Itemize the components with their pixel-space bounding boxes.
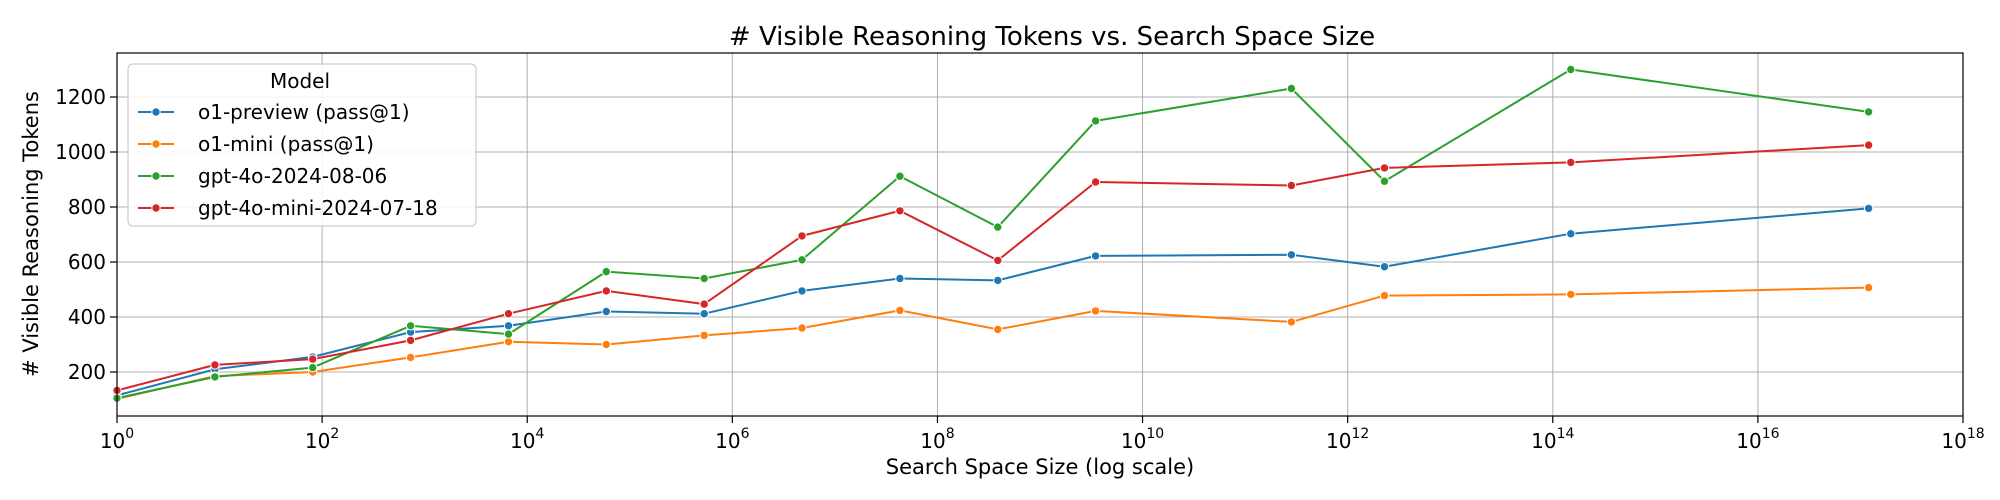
x-tick-label: 106 [715,426,749,453]
series-2 [112,282,1874,404]
legend-label: gpt-4o-2024-08-06 [198,164,387,188]
data-point [1379,290,1390,301]
y-tick-label: 600 [68,250,106,274]
data-point [405,352,416,363]
data-point [1090,177,1101,187]
data-point [1090,306,1101,316]
data-point [503,321,514,331]
data-point [993,275,1003,286]
x-tick-label: 1010 [1121,426,1164,453]
data-point [797,286,807,296]
legend-label: o1-preview (pass@1) [198,100,410,124]
x-tick-label: 1016 [1736,426,1779,453]
data-point [1286,317,1297,327]
legend-marker [151,139,161,149]
x-tick-label: 108 [920,426,954,453]
data-point [797,255,807,265]
data-point [1379,262,1390,272]
legend: Model o1-preview (pass@1) o1-mini (pass@1)… [127,63,477,227]
data-point [1090,251,1101,261]
data-point [1090,116,1101,126]
legend-title: Model [270,69,330,93]
data-point [699,299,709,309]
data-point [699,309,709,319]
data-point [503,337,514,347]
legend-marker [151,171,161,181]
data-point [601,339,611,350]
x-tick-label: 1014 [1531,426,1574,453]
data-point [1566,289,1576,300]
data-point [797,323,807,333]
series-line [116,286,1869,400]
data-point [1863,203,1874,214]
data-point [601,286,611,296]
legend-label: gpt-4o-mini-2024-07-18 [198,196,438,220]
legend-marker [151,203,161,213]
y-axis-label: # Visible Reasoning Tokens [19,91,43,377]
data-point [797,231,807,241]
data-point [1566,157,1576,168]
data-point [993,255,1003,266]
x-tick-label: 102 [305,426,339,453]
x-tick-label: 100 [100,426,134,453]
legend-marker [151,107,161,117]
series-line [116,207,1869,397]
data-point [895,273,905,284]
data-point [895,206,905,216]
data-point [405,335,416,346]
data-point [1286,250,1297,260]
legend-item: o1-preview (pass@1) [138,100,410,124]
data-point [601,266,611,277]
data-point [503,309,514,319]
series-group [112,64,1874,404]
data-point [1566,229,1576,239]
y-tick-label: 200 [68,360,106,384]
y-tick-label: 800 [68,195,106,219]
x-tick-label: 104 [510,426,544,453]
data-point [1379,176,1390,186]
data-point [503,329,514,339]
legend-item: gpt-4o-2024-08-06 [138,164,387,188]
chart-title: # Visible Reasoning Tokens vs. Search Sp… [729,22,1375,52]
data-point [308,354,318,364]
data-point [699,273,709,284]
axes-group: 100 102 104 106 108 1010 1012 1014 1016 1018 200 40… [55,85,1985,453]
x-tick-label: 1018 [1941,426,1984,453]
data-point [1566,64,1576,75]
data-point [895,305,905,316]
legend-item: o1-mini (pass@1) [138,132,374,156]
data-point [210,372,220,382]
series-1 [112,203,1874,401]
x-axis-label: Search Space Size (log scale) [886,455,1194,479]
legend-item: gpt-4o-mini-2024-07-18 [138,196,438,220]
data-point [405,321,416,331]
data-point [1863,107,1874,117]
x-tick-label: 1012 [1326,426,1369,453]
data-point [993,324,1003,335]
data-point [1863,140,1874,150]
y-tick-label: 400 [68,305,106,329]
data-point [1379,163,1390,173]
data-point [601,306,611,317]
data-point [210,360,220,370]
data-point [1286,83,1297,94]
data-point [308,362,318,373]
data-point [993,222,1003,232]
legend-box [127,63,477,227]
legend-label: o1-mini (pass@1) [198,132,374,156]
data-point [699,330,709,341]
series-4 [112,140,1874,396]
data-point [1863,282,1874,293]
data-point [1286,180,1297,191]
y-tick-label: 1000 [55,140,106,164]
plot-area-frame [116,52,1964,417]
y-tick-label: 1200 [55,85,106,109]
data-point [895,171,905,181]
